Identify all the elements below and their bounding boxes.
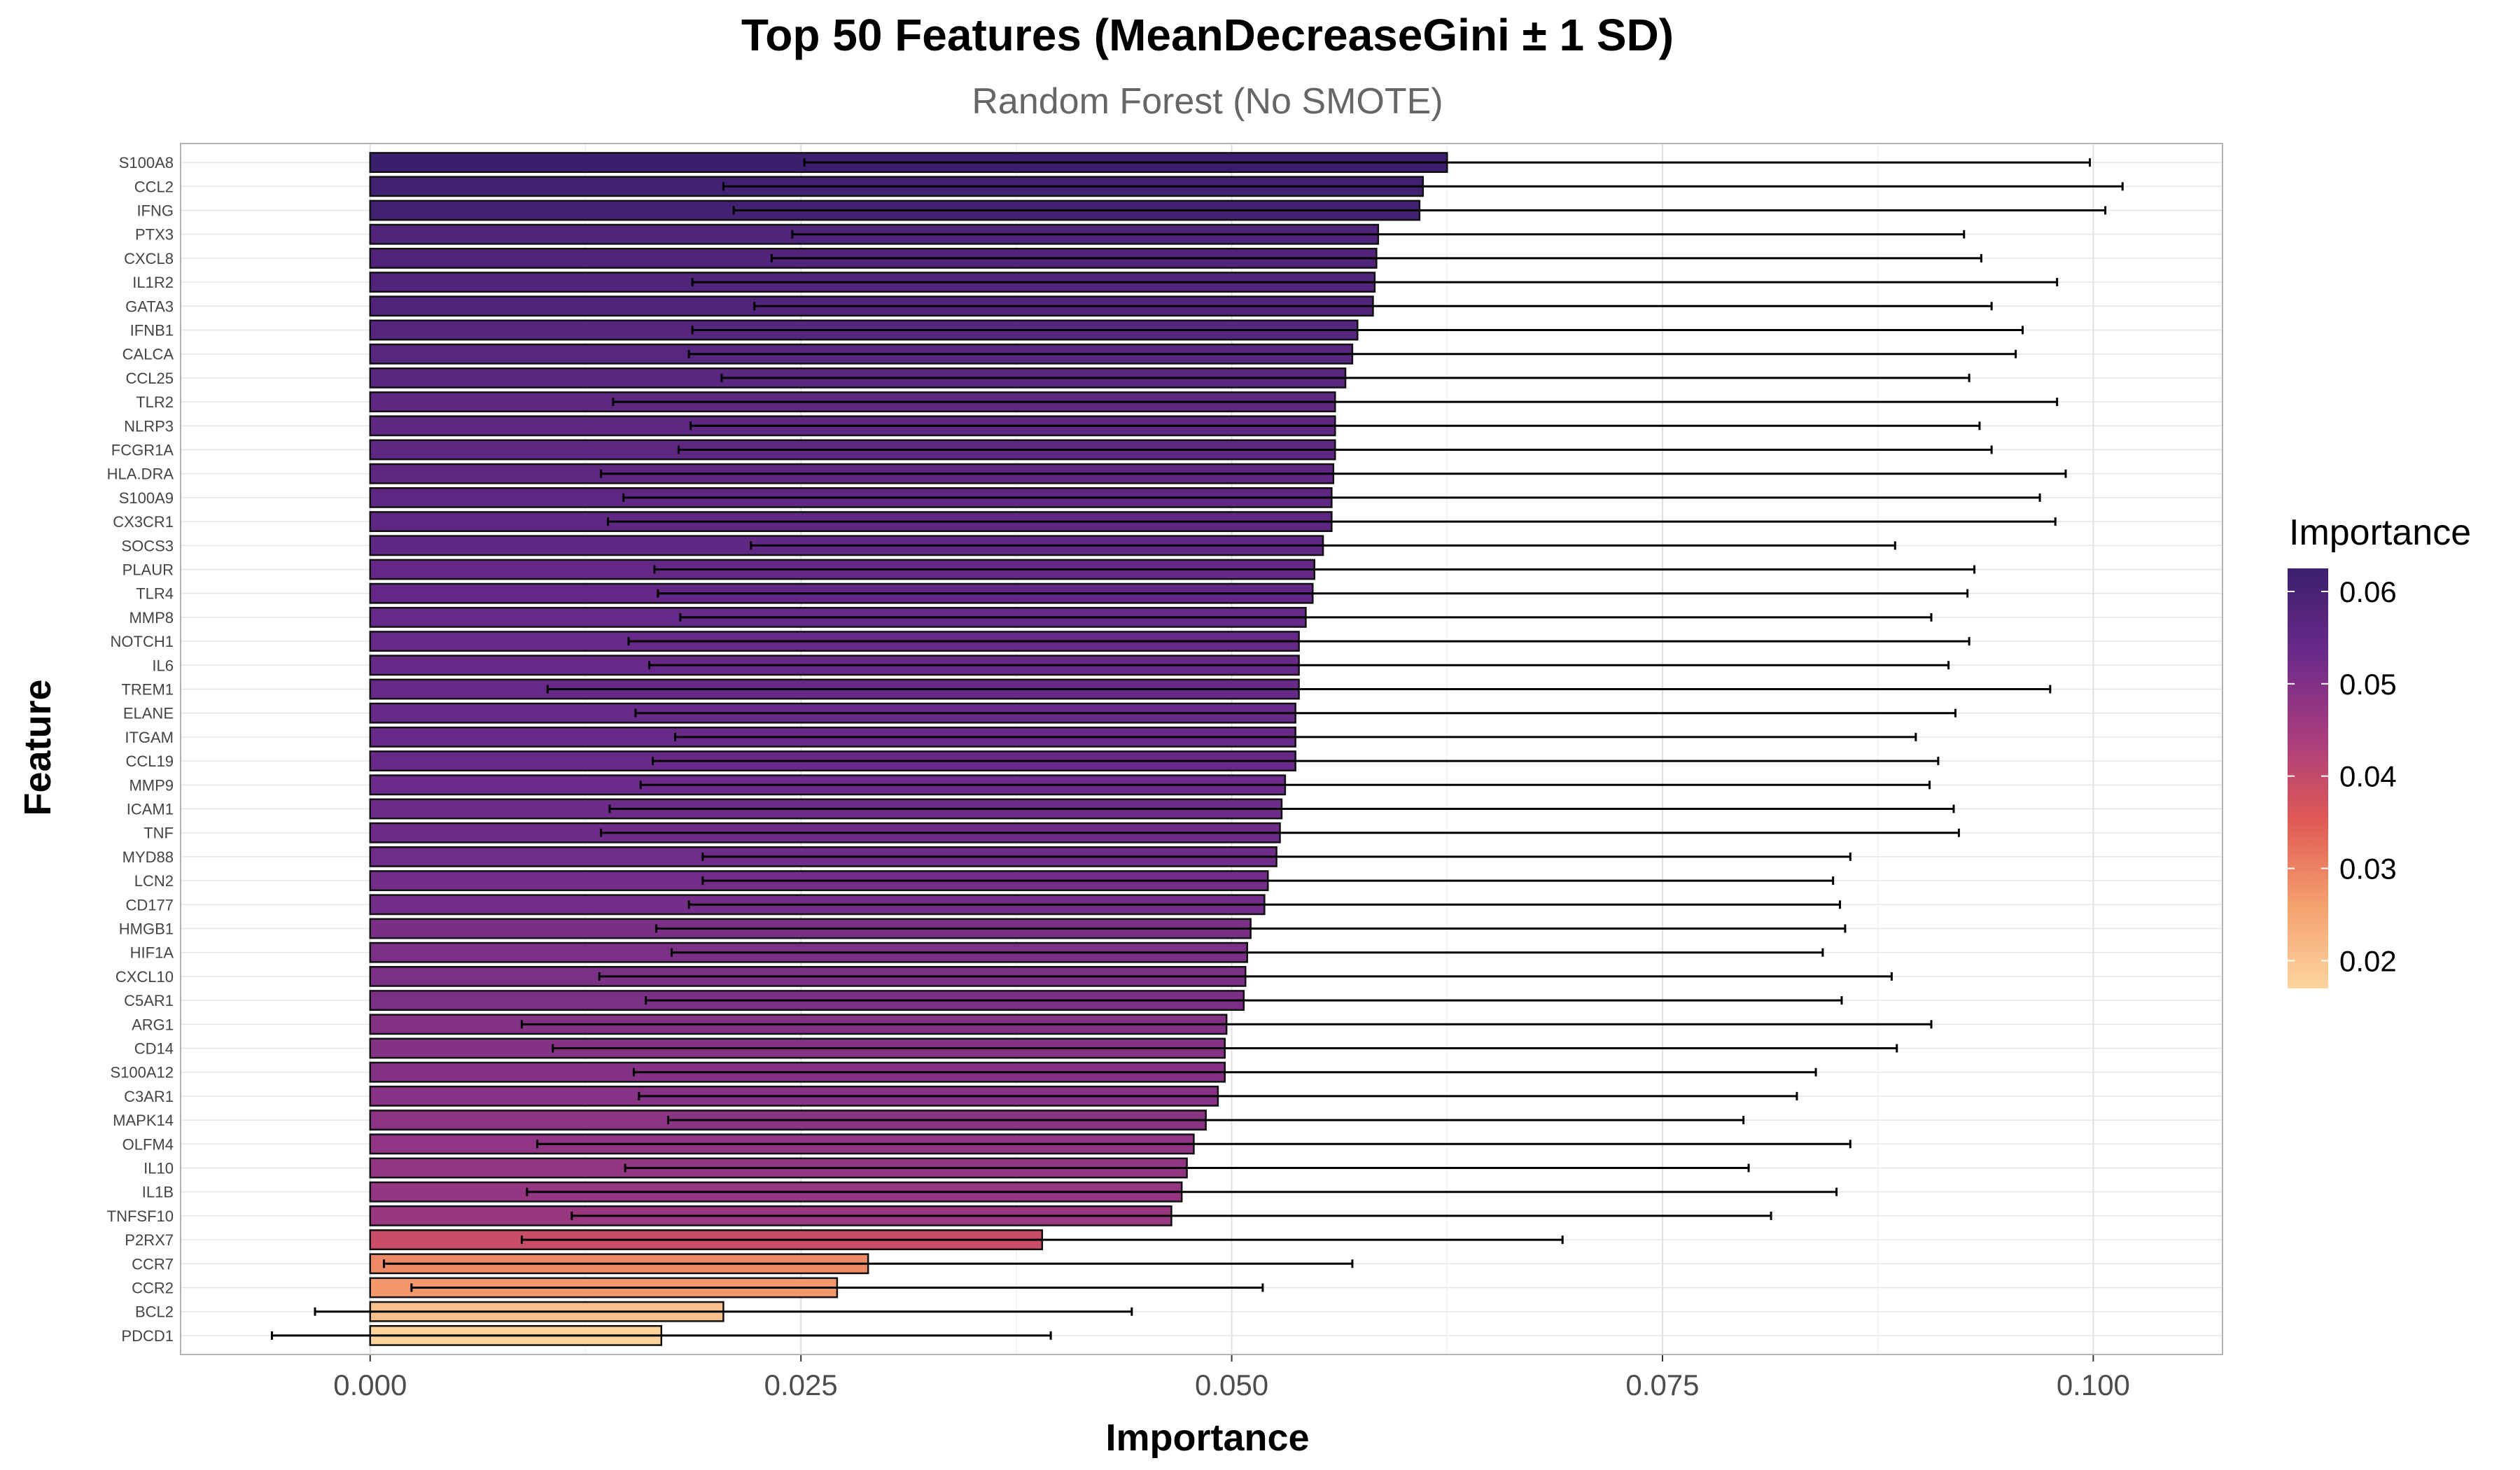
y-tick-label: IL6 — [152, 657, 174, 674]
y-tick-label: CCL19 — [126, 752, 174, 770]
legend-title: Importance — [2289, 512, 2471, 553]
y-tick-label: CCL25 — [126, 370, 174, 387]
x-tick-label: 0.025 — [764, 1368, 838, 1401]
y-tick-label: IFNB1 — [130, 322, 174, 340]
y-tick-label: PLAUR — [122, 561, 174, 579]
x-tick-label: 0.075 — [1625, 1368, 1699, 1401]
x-tick-label: 0.050 — [1195, 1368, 1268, 1401]
x-axis-title: Importance — [1105, 1417, 1309, 1459]
chart-subtitle: Random Forest (No SMOTE) — [972, 81, 1443, 122]
y-tick-label: HIF1A — [130, 944, 174, 962]
y-tick-label: CXCL10 — [115, 968, 174, 986]
legend-tick-label: 0.04 — [2339, 760, 2397, 793]
y-tick-label: MMP8 — [129, 609, 174, 626]
y-tick-label: OLFM4 — [122, 1135, 174, 1153]
y-tick-label: HMGB1 — [119, 920, 174, 938]
y-tick-label: FCGR1A — [111, 442, 174, 459]
x-tick-label: 0.000 — [333, 1368, 407, 1401]
error-bars — [270, 158, 2124, 1340]
y-tick-label: C3AR1 — [124, 1088, 174, 1105]
y-tick-label: MYD88 — [122, 848, 174, 866]
y-tick-label: S100A9 — [119, 489, 174, 507]
legend-tick-label: 0.05 — [2339, 668, 2397, 701]
y-tick-label: TNF — [144, 825, 174, 842]
y-tick-label: S100A8 — [119, 154, 174, 172]
legend-ticks: 0.02 0.03 0.04 0.05 0.06 — [2288, 575, 2397, 977]
y-tick-label: TLR2 — [136, 393, 174, 411]
y-axis-title: Feature — [17, 679, 59, 816]
y-tick-label: ICAM1 — [127, 801, 174, 818]
y-tick-label: C5AR1 — [124, 992, 174, 1009]
y-tick-label: CXCL8 — [124, 250, 174, 267]
y-tick-label: CCR2 — [132, 1280, 174, 1297]
y-tick-label: P2RX7 — [125, 1231, 174, 1249]
y-tick-label: CALCA — [122, 346, 174, 363]
y-tick-label: BCL2 — [135, 1303, 174, 1321]
y-tick-label: CCL2 — [134, 178, 174, 195]
y-tick-label: ELANE — [123, 705, 174, 722]
y-tick-label: HLA.DRA — [107, 465, 174, 483]
y-tick-label: ITGAM — [125, 729, 174, 746]
y-tick-label: CX3CR1 — [113, 513, 174, 531]
x-tick-labels: 0.000 0.025 0.050 0.075 0.100 — [333, 1354, 2130, 1401]
y-tick-label: GATA3 — [125, 298, 174, 315]
y-tick-label: CD177 — [126, 896, 174, 913]
y-tick-label: CCR7 — [132, 1255, 174, 1273]
panel-border — [180, 143, 2223, 1355]
y-tick-label: SOCS3 — [121, 537, 174, 554]
y-tick-label: IL1B — [142, 1184, 174, 1201]
legend-tick-label: 0.03 — [2339, 853, 2397, 886]
x-tick-label: 0.100 — [2057, 1368, 2130, 1401]
y-tick-label: S100A12 — [110, 1064, 174, 1082]
legend-colorbar — [2288, 568, 2328, 988]
legend-tick-label: 0.06 — [2339, 575, 2397, 608]
legend-tick-label: 0.02 — [2339, 944, 2397, 977]
y-tick-label: IL10 — [144, 1160, 174, 1177]
y-tick-label: LCN2 — [134, 872, 174, 890]
y-tick-label: CD14 — [134, 1040, 174, 1058]
y-tick-label: ARG1 — [132, 1016, 174, 1033]
y-tick-label: TREM1 — [121, 681, 174, 699]
y-tick-label: NLRP3 — [124, 417, 174, 435]
y-tick-label: IFNG — [136, 202, 174, 220]
y-tick-label: MMP9 — [129, 776, 174, 794]
chart-title: Top 50 Features (MeanDecreaseGini ± 1 SD… — [741, 10, 1674, 60]
bars — [369, 152, 1448, 1346]
y-tick-label: MAPK14 — [113, 1112, 174, 1129]
y-tick-label: PDCD1 — [121, 1327, 174, 1345]
y-tick-label: PTX3 — [135, 226, 174, 244]
y-tick-label: TLR4 — [136, 585, 174, 603]
y-tick-label: IL1R2 — [132, 274, 174, 291]
y-tick-labels: S100A8 CCL2 IFNG PTX3 CXCL8 IL1R2 GATA3 IFNB1 CA… — [107, 154, 174, 1345]
y-tick-label: NOTCH1 — [111, 633, 174, 650]
y-tick-label: TNFSF10 — [107, 1208, 174, 1225]
